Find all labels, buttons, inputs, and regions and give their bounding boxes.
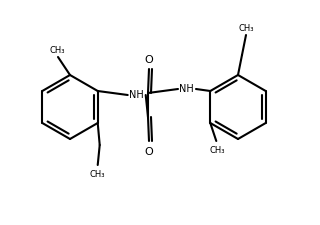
Text: NH: NH — [129, 90, 143, 99]
Text: O: O — [145, 146, 153, 156]
Text: CH₃: CH₃ — [238, 24, 254, 33]
Text: CH₃: CH₃ — [210, 145, 225, 154]
Text: O: O — [145, 55, 153, 65]
Text: CH₃: CH₃ — [90, 169, 106, 178]
Text: CH₃: CH₃ — [49, 46, 65, 55]
Text: NH: NH — [179, 84, 194, 94]
